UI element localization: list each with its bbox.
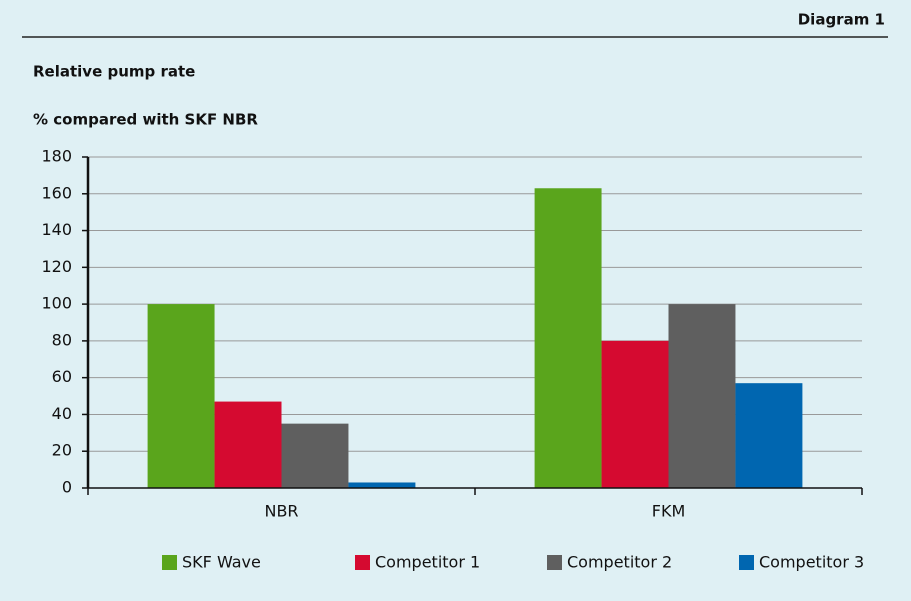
- y-tick-label: 140: [41, 220, 72, 239]
- y-tick-label: 180: [41, 147, 72, 166]
- legend-swatch: [547, 555, 562, 570]
- bar: [147, 304, 215, 488]
- legend-swatch: [739, 555, 754, 570]
- y-tick-label: 120: [41, 257, 72, 276]
- legend-swatch: [355, 555, 370, 570]
- bar: [735, 383, 803, 488]
- bar: [281, 423, 349, 488]
- y-tick-label: 0: [62, 478, 72, 497]
- bar: [214, 401, 282, 488]
- y-tick-label: 100: [41, 294, 72, 313]
- legend-swatch: [162, 555, 177, 570]
- legend-label: Competitor 2: [567, 553, 672, 572]
- legend-label: Competitor 1: [375, 553, 480, 572]
- chart-subtitle: % compared with SKF NBR: [33, 111, 258, 129]
- y-tick-label: 80: [52, 330, 72, 349]
- bar: [601, 340, 669, 488]
- bar: [668, 304, 736, 488]
- x-tick-label: NBR: [264, 502, 298, 521]
- diagram-label: Diagram 1: [798, 11, 885, 29]
- x-tick-label: FKM: [652, 502, 686, 521]
- y-tick-label: 20: [52, 441, 72, 460]
- legend-label: SKF Wave: [182, 553, 261, 572]
- y-tick-label: 40: [52, 404, 72, 423]
- chart-title: Relative pump rate: [33, 63, 195, 81]
- y-tick-label: 160: [41, 183, 72, 202]
- bar: [534, 188, 602, 488]
- y-tick-label: 60: [52, 367, 72, 386]
- bar: [348, 482, 416, 488]
- legend-label: Competitor 3: [759, 553, 864, 572]
